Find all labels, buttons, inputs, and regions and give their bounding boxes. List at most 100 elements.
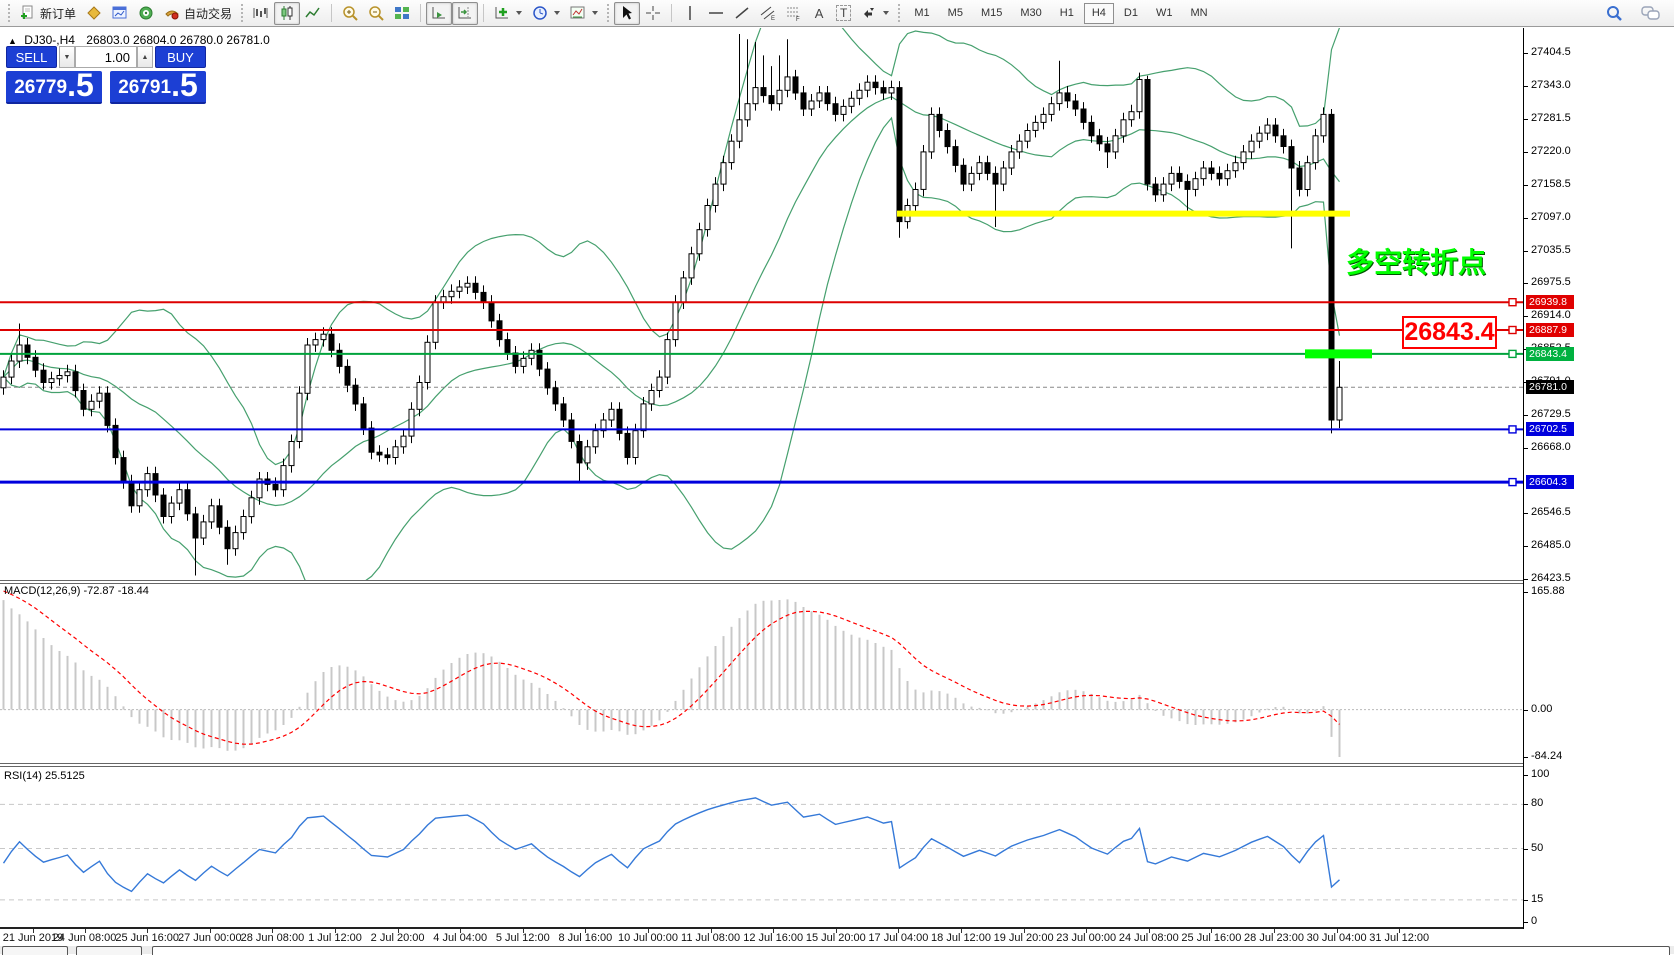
templates-button[interactable] xyxy=(565,2,603,25)
new-chart-button[interactable] xyxy=(107,2,133,25)
channel-icon: E xyxy=(760,6,775,21)
volume-input[interactable] xyxy=(75,46,137,68)
time-axis-tick xyxy=(84,929,86,933)
search-button[interactable] xyxy=(1601,2,1628,25)
tab-timeframe-H4[interactable]: H4 xyxy=(1083,2,1114,24)
styler-button[interactable] xyxy=(81,2,107,25)
time-axis-tick xyxy=(898,929,900,933)
tab-timeframe-D1[interactable]: D1 xyxy=(1123,7,1138,19)
price-axis-tick xyxy=(1523,283,1528,285)
trendline-icon xyxy=(735,7,749,19)
rsi-scale-label: 80 xyxy=(1531,797,1544,810)
time-axis-label: 28 Jun 08:00 xyxy=(240,932,305,944)
algo-trading-button[interactable]: 自动交易 xyxy=(159,2,237,25)
price-axis-badge[interactable]: 26939.8 xyxy=(1526,295,1574,310)
buy-button[interactable]: BUY xyxy=(155,46,206,68)
tab-timeframe-M5[interactable]: M5 xyxy=(947,7,963,19)
time-axis-tick xyxy=(1211,929,1213,933)
market-watch-button[interactable] xyxy=(133,2,159,25)
new-order-button[interactable]: 新订单 xyxy=(15,2,81,25)
arrows-tool-button[interactable] xyxy=(856,2,894,25)
time-axis-label: 18 Jul 12:00 xyxy=(931,932,991,944)
chart-tab[interactable] xyxy=(152,946,1670,955)
price-axis-tick xyxy=(1523,217,1528,219)
macd-axis-tick xyxy=(1523,592,1528,593)
pane-separator[interactable] xyxy=(0,580,1523,584)
styler-icon xyxy=(87,6,101,20)
new-chart-icon xyxy=(112,6,127,19)
fibonacci-icon: F xyxy=(787,7,800,21)
text-tool-icon: A xyxy=(814,5,824,21)
equidistant-channel-button[interactable]: E xyxy=(755,2,781,25)
time-axis[interactable]: 21 Jun 2019 24 Jun 08:00 25 Jun 16:00 27 Ju… xyxy=(0,929,1674,946)
time-axis-tick xyxy=(1399,929,1401,933)
text-tool-button[interactable]: A xyxy=(807,2,831,25)
chart-tab[interactable] xyxy=(76,946,142,955)
volume-decrease-button[interactable]: ▼ xyxy=(59,46,75,68)
tab-timeframe-W1[interactable]: W1 xyxy=(1155,7,1173,19)
pane-separator[interactable] xyxy=(0,763,1523,767)
zoom-out-icon xyxy=(369,6,384,21)
time-axis-tick xyxy=(710,929,712,933)
chart-shift-button[interactable] xyxy=(452,1,479,25)
tab-timeframe-MN[interactable]: MN xyxy=(1190,7,1208,19)
text-label-tool-button[interactable]: T xyxy=(831,2,856,25)
svg-text:F: F xyxy=(796,17,800,21)
cursor-button[interactable] xyxy=(614,1,641,25)
trendline-tool-button[interactable] xyxy=(729,2,755,25)
horizontal-line-tool-button[interactable] xyxy=(703,2,729,25)
macd-canvas[interactable] xyxy=(0,585,1523,764)
tab-timeframe-M1[interactable]: M1 xyxy=(914,7,930,19)
volume-increase-button[interactable]: ▲ xyxy=(137,46,153,68)
rsi-canvas[interactable] xyxy=(0,768,1523,927)
tab-timeframe-H1[interactable]: H1 xyxy=(1059,7,1074,19)
auto-scroll-button[interactable] xyxy=(426,1,453,25)
price-axis-tick xyxy=(1523,513,1528,515)
buy-price-main: 26791 xyxy=(118,77,172,98)
toolbar-drag-handle[interactable] xyxy=(241,4,244,22)
price-axis-badge[interactable]: 26887.9 xyxy=(1526,322,1574,337)
candle-chart-button[interactable] xyxy=(274,1,301,25)
time-axis-label: 19 Jul 20:00 xyxy=(993,932,1054,944)
tab-timeframe-M30[interactable]: M30 xyxy=(1020,7,1042,19)
vertical-line-tool-button[interactable] xyxy=(677,2,703,25)
price-axis-badge[interactable]: 26781.0 xyxy=(1526,380,1574,395)
rsi-axis-tick xyxy=(1523,899,1528,901)
time-axis-label: 1 Jul 12:00 xyxy=(308,932,362,944)
price-axis-badge[interactable]: 26702.5 xyxy=(1526,422,1574,437)
tab-timeframe-M15[interactable]: M15 xyxy=(980,7,1003,19)
fibonacci-tool-button[interactable]: F xyxy=(781,2,807,25)
symbol-header[interactable]: ▲ DJ30-,H4 26803.0 26804.0 26780.0 26781… xyxy=(8,33,270,47)
toolbar-drag-handle[interactable] xyxy=(8,4,11,22)
toolbar-drag-handle[interactable] xyxy=(607,4,610,22)
time-axis-label: 12 Jul 16:00 xyxy=(743,932,804,944)
sell-button[interactable]: SELL xyxy=(6,46,57,68)
zoom-in-button[interactable] xyxy=(337,2,363,25)
collapse-panel-icon[interactable]: ▲ xyxy=(8,36,17,46)
clock-icon xyxy=(533,6,547,20)
svg-text:E: E xyxy=(771,16,775,21)
text-label-icon: T xyxy=(836,5,852,21)
bar-chart-button[interactable] xyxy=(248,2,274,25)
tile-windows-button[interactable] xyxy=(389,2,415,25)
price-axis-tick xyxy=(1523,250,1528,252)
time-axis-label: 31 Jul 12:00 xyxy=(1369,932,1430,944)
zoom-out-button[interactable] xyxy=(363,2,389,25)
crosshair-button[interactable] xyxy=(640,2,666,25)
price-axis-badge[interactable]: 26604.3 xyxy=(1526,475,1574,490)
chevron-down-icon xyxy=(883,11,890,15)
price-axis-badge[interactable]: 26843.4 xyxy=(1526,346,1574,361)
chart-tab[interactable] xyxy=(2,946,68,955)
main-chart-canvas[interactable] xyxy=(0,28,1523,581)
chat-button[interactable] xyxy=(1636,2,1666,25)
sell-price-display[interactable]: 26779 .5 xyxy=(6,69,102,104)
toolbar-drag-handle[interactable] xyxy=(898,4,901,22)
new-order-label: 新订单 xyxy=(40,6,77,21)
buy-price-display[interactable]: 26791 .5 xyxy=(110,69,206,104)
periods-button[interactable] xyxy=(527,2,565,25)
time-axis-tick xyxy=(1336,929,1338,933)
chart-tab-strip xyxy=(0,946,1674,955)
line-chart-button[interactable] xyxy=(300,2,326,25)
indicators-button[interactable] xyxy=(489,2,527,25)
market-watch-icon xyxy=(139,6,153,20)
